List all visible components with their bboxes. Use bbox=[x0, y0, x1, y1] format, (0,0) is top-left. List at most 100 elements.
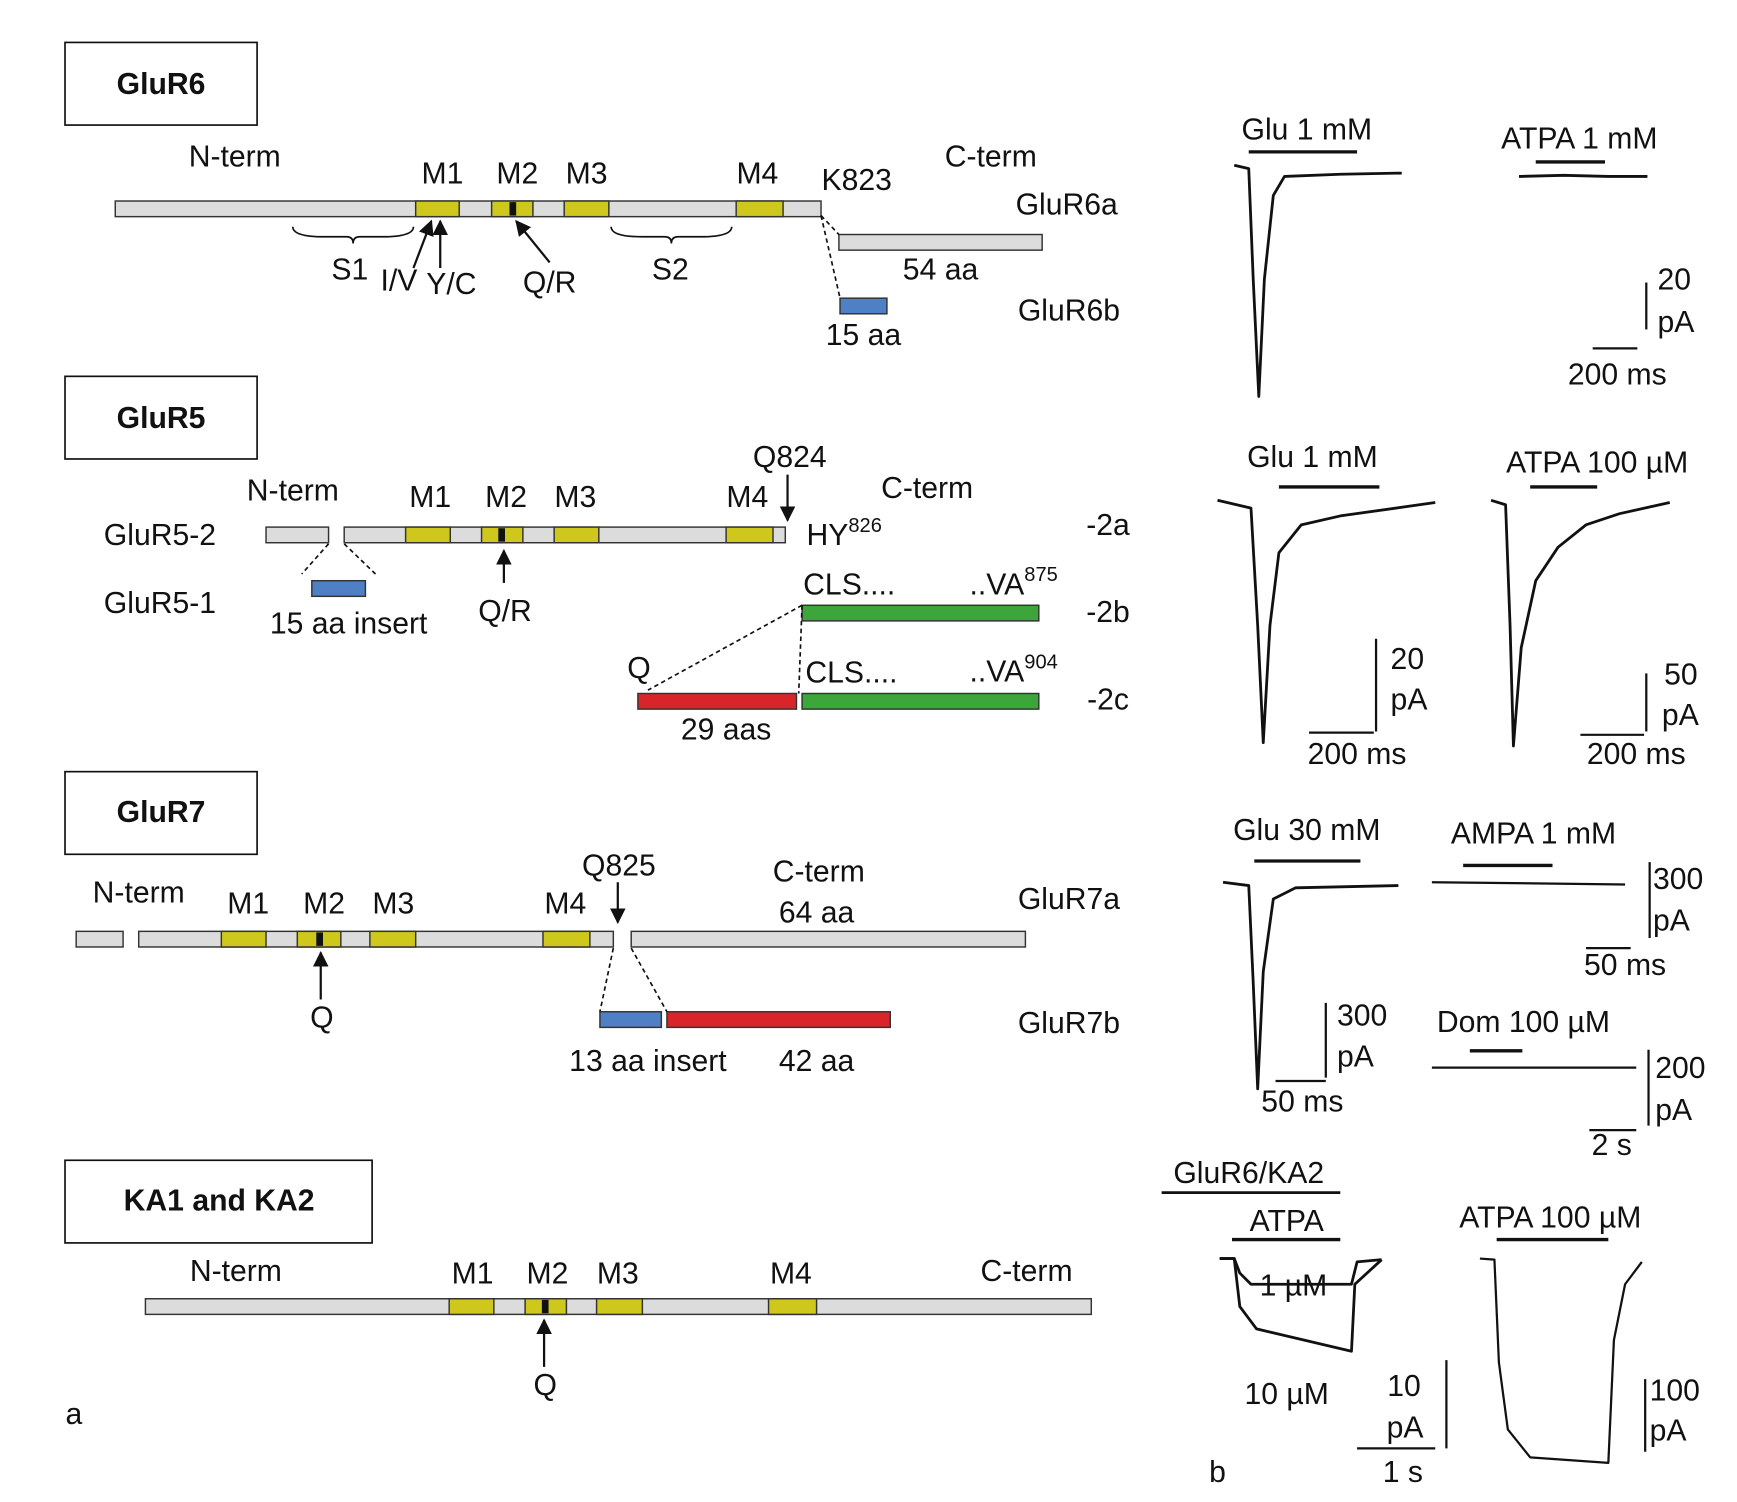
label: C-term bbox=[773, 855, 865, 888]
label: 200 ms bbox=[1308, 738, 1407, 771]
label: GluR5-1 bbox=[104, 587, 216, 620]
label: 50 bbox=[1664, 659, 1698, 692]
label: 20 bbox=[1391, 643, 1425, 676]
label: 200 ms bbox=[1587, 738, 1686, 771]
label: ATPA 100 µM bbox=[1506, 447, 1688, 480]
label: GluR7 bbox=[117, 796, 206, 829]
brace bbox=[610, 226, 733, 244]
label: N-term bbox=[93, 876, 185, 909]
label: GluR6 bbox=[117, 68, 206, 101]
domain-bar bbox=[801, 692, 1040, 710]
title-box bbox=[64, 41, 258, 126]
label: K823 bbox=[822, 164, 892, 197]
label: 50 ms bbox=[1584, 949, 1666, 982]
label: ATPA bbox=[1250, 1205, 1325, 1238]
label: M4 bbox=[726, 481, 768, 514]
label: pA bbox=[1650, 1415, 1688, 1448]
label: N-term bbox=[247, 474, 339, 507]
line bbox=[301, 543, 330, 575]
label: GluR5 bbox=[117, 402, 206, 435]
label: 29 aas bbox=[681, 713, 772, 746]
label: C-term bbox=[980, 1255, 1072, 1288]
label: 42 aa bbox=[779, 1045, 855, 1078]
line bbox=[797, 605, 803, 694]
label: 200 bbox=[1655, 1052, 1705, 1085]
label: Glu 1 mM bbox=[1247, 441, 1378, 474]
trace bbox=[1479, 1257, 1643, 1465]
label: Q825 bbox=[582, 850, 656, 883]
brace bbox=[291, 226, 415, 244]
label: N-term bbox=[189, 141, 281, 174]
label: C-term bbox=[881, 472, 973, 505]
label: pA bbox=[1655, 1094, 1693, 1127]
label: GluR7a bbox=[1018, 883, 1120, 916]
label: M3 bbox=[372, 888, 414, 921]
label: M1 bbox=[409, 481, 451, 514]
label: 13 aa insert bbox=[569, 1045, 727, 1078]
label: M1 bbox=[452, 1257, 494, 1290]
domain-bar bbox=[838, 233, 1043, 251]
label: 15 aa bbox=[826, 319, 902, 352]
label: pA bbox=[1657, 306, 1695, 339]
line bbox=[630, 947, 668, 1013]
domain-bar bbox=[637, 692, 798, 710]
label-sup: 826 bbox=[848, 515, 882, 537]
label-main: HY bbox=[807, 519, 849, 552]
label: M3 bbox=[566, 157, 608, 190]
domain-bar bbox=[265, 526, 330, 544]
domain-bar bbox=[75, 930, 124, 948]
label: I/V bbox=[380, 265, 417, 298]
domain-bar bbox=[542, 930, 591, 948]
label: M2 bbox=[485, 481, 527, 514]
label: -2a bbox=[1086, 509, 1130, 542]
label: a bbox=[66, 1398, 83, 1431]
domain-bar bbox=[595, 1298, 644, 1316]
label: ATPA 1 mM bbox=[1501, 123, 1657, 156]
label: M4 bbox=[736, 157, 778, 190]
label: ..VA875 bbox=[970, 565, 1058, 602]
trace bbox=[1233, 163, 1402, 398]
label: ..VA904 bbox=[970, 652, 1058, 689]
m2-site bbox=[316, 932, 323, 946]
label: 300 bbox=[1653, 863, 1703, 896]
trace bbox=[1490, 498, 1671, 748]
label: M2 bbox=[303, 888, 345, 921]
label-main: ..VA bbox=[970, 655, 1026, 688]
label: 54 aa bbox=[903, 253, 979, 286]
label: GluR5-2 bbox=[104, 519, 216, 552]
label: Glu 1 mM bbox=[1241, 114, 1372, 147]
label: 64 aa bbox=[779, 897, 855, 930]
trace bbox=[1217, 498, 1436, 745]
label: M2 bbox=[496, 157, 538, 190]
label: Y/C bbox=[426, 268, 476, 301]
arrow bbox=[412, 219, 434, 269]
label: pA bbox=[1653, 904, 1691, 937]
label: GluR7b bbox=[1018, 1007, 1120, 1040]
label: 20 bbox=[1657, 263, 1691, 296]
line bbox=[647, 604, 803, 691]
label: S1 bbox=[331, 253, 368, 286]
domain-bar bbox=[220, 930, 267, 948]
domain-bar bbox=[369, 930, 417, 948]
domain-bar bbox=[666, 1011, 892, 1029]
label: HY826 bbox=[807, 515, 882, 552]
label: 200 ms bbox=[1568, 358, 1667, 391]
title-box bbox=[64, 375, 258, 460]
domain-bar bbox=[553, 526, 600, 544]
label: Q bbox=[533, 1369, 556, 1402]
label: Dom 100 µM bbox=[1437, 1006, 1610, 1039]
domain-bar bbox=[414, 200, 460, 218]
line bbox=[599, 947, 615, 1012]
trace bbox=[1222, 880, 1399, 1091]
domain-bar bbox=[404, 526, 452, 544]
domain-bar bbox=[448, 1298, 495, 1316]
label: C-term bbox=[945, 141, 1037, 174]
label: GluR6/KA2 bbox=[1173, 1157, 1324, 1190]
label: CLS.... bbox=[805, 656, 897, 689]
title-box bbox=[64, 1159, 373, 1244]
label: N-term bbox=[190, 1255, 282, 1288]
label: pA bbox=[1387, 1411, 1425, 1444]
line bbox=[343, 543, 377, 575]
label: 2 s bbox=[1592, 1129, 1632, 1162]
label: M3 bbox=[597, 1257, 639, 1290]
